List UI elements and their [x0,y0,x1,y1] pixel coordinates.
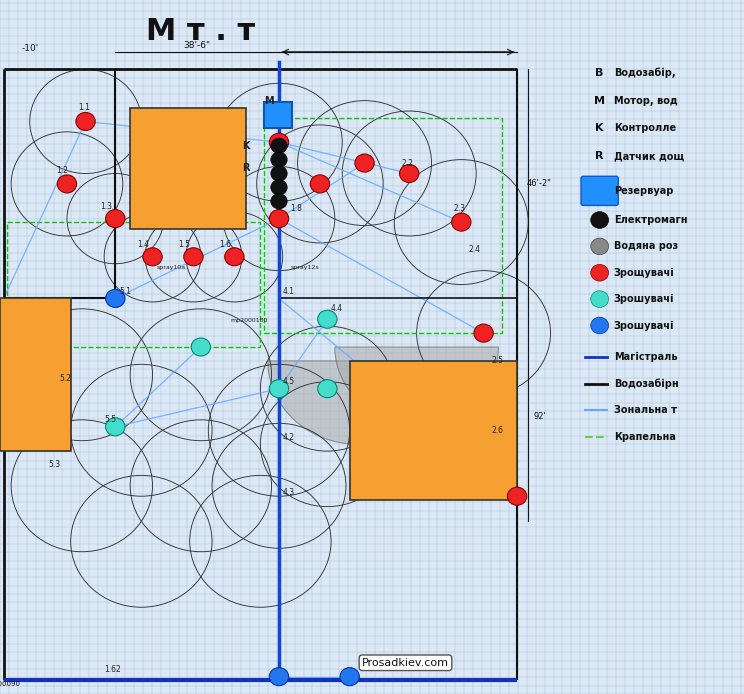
Circle shape [106,289,125,307]
Bar [7,222,260,347]
Circle shape [591,238,609,255]
Circle shape [318,310,337,328]
Text: K: K [595,124,604,133]
Text: 4.4: 4.4 [331,305,343,313]
Circle shape [310,175,330,193]
Text: 2.3: 2.3 [454,204,466,212]
Circle shape [318,380,337,398]
Text: Водозабірн: Водозабірн [614,378,679,389]
Circle shape [355,154,374,172]
Circle shape [184,248,203,266]
FancyBboxPatch shape [581,176,618,205]
Text: Резервуар: Резервуар [614,186,673,196]
Text: 4.3: 4.3 [283,489,295,497]
Text: 2.5: 2.5 [491,357,503,365]
Circle shape [225,248,244,266]
Circle shape [591,264,609,281]
Text: Мотор, вод: Мотор, вод [614,96,678,105]
Text: Зрошувачі: Зрошувачі [614,321,674,330]
Text: 5.1: 5.1 [119,287,131,296]
Text: Крапельна: Крапельна [614,432,676,441]
Circle shape [474,324,493,342]
Text: 1.1: 1.1 [78,103,90,112]
Text: 4.1: 4.1 [283,287,295,296]
Circle shape [269,668,289,686]
Text: Контролле: Контролле [614,124,676,133]
Text: Водяна роз: Водяна роз [614,242,678,251]
Circle shape [269,133,289,151]
Circle shape [271,180,287,195]
Text: Магістраль: Магістраль [614,353,678,362]
Bar [130,108,246,229]
Text: 92': 92' [533,412,546,421]
Text: 2.2: 2.2 [402,159,414,167]
Text: 5.5: 5.5 [104,416,116,424]
Text: spray10a: spray10a [156,264,185,270]
Circle shape [340,668,359,686]
Wedge shape [335,347,498,423]
Text: М т . т: М т . т [147,17,255,46]
Text: R: R [595,151,604,161]
Text: 1.4: 1.4 [138,240,150,248]
Text: Електромагн: Електромагн [614,215,687,225]
Circle shape [452,213,471,231]
Text: Зональна т: Зональна т [614,405,677,415]
Circle shape [271,166,287,181]
Text: spray12s: spray12s [290,264,318,270]
Text: M: M [594,96,605,105]
Wedge shape [268,361,446,444]
Text: 4.5: 4.5 [283,378,295,386]
Text: 1.5: 1.5 [179,240,190,248]
Text: 38'-6": 38'-6" [184,41,211,49]
Bar [0,298,71,451]
Circle shape [591,317,609,334]
Text: R: R [242,163,249,173]
Text: 5.3: 5.3 [48,461,60,469]
Text: 2.6: 2.6 [491,426,503,434]
Text: 000090: 000090 [0,681,21,686]
Text: K: K [242,141,249,151]
Bar [264,102,292,128]
Text: 4.2: 4.2 [283,433,295,441]
Text: 1.62: 1.62 [104,666,121,674]
Text: B: B [595,68,604,78]
Text: mp2000180: mp2000180 [231,318,268,323]
Text: Зрощувачі: Зрощувачі [614,268,675,278]
Circle shape [106,210,125,228]
Text: 1.3: 1.3 [100,202,112,210]
Bar [350,361,517,500]
Text: 1.2: 1.2 [56,166,68,174]
Text: 5.2: 5.2 [60,374,71,382]
Text: Датчик дощ: Датчик дощ [614,151,684,161]
Text: 1.6: 1.6 [219,240,231,248]
Circle shape [143,248,162,266]
Circle shape [76,112,95,130]
Text: 1.8: 1.8 [290,204,302,212]
Circle shape [591,212,609,228]
Text: Зрошувачі: Зрошувачі [614,294,674,304]
Circle shape [507,487,527,505]
Circle shape [591,291,609,307]
Circle shape [269,380,289,398]
Text: Prosadkiev.com: Prosadkiev.com [362,658,449,668]
Circle shape [400,164,419,183]
Circle shape [271,152,287,167]
Circle shape [57,175,77,193]
Text: 46'-2": 46'-2" [527,180,552,188]
Circle shape [271,194,287,209]
Text: Водозабір,: Водозабір, [614,67,676,78]
Circle shape [191,338,211,356]
Circle shape [106,418,125,436]
Text: 2.4: 2.4 [469,246,481,254]
Circle shape [269,210,289,228]
Bar [264,118,502,333]
Text: -10': -10' [21,44,39,53]
Circle shape [271,138,287,153]
Text: M: M [264,96,274,105]
